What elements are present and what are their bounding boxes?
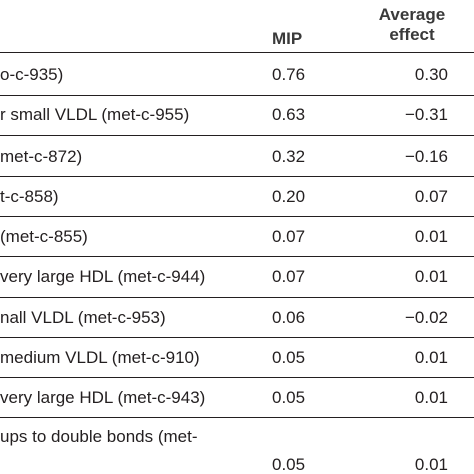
- table-row: very large HDL (met-c-943) 0.05 0.01: [0, 378, 474, 418]
- row-label: medium VLDL (met-c-910): [0, 348, 200, 367]
- header-average-line2: effect: [389, 25, 435, 44]
- table-row: very large HDL (met-c-944) 0.07 0.01: [0, 257, 474, 297]
- row-average-effect: 0.01: [414, 227, 448, 246]
- row-label: very large HDL (met-c-944): [0, 267, 206, 286]
- table-row: met-c-872) 0.32 −0.16: [0, 136, 474, 176]
- header-average-effect: Average effect: [368, 5, 456, 45]
- row-mip: 0.05: [272, 388, 306, 407]
- row-mip: 0.20: [272, 187, 306, 206]
- table-row: o-c-935) 0.76 0.30: [0, 56, 474, 96]
- table-row: ups to double bonds (met- 0.05 0.01: [0, 418, 474, 474]
- row-average-effect: −0.02: [404, 308, 448, 327]
- row-divider: [0, 135, 474, 136]
- header-rule: [0, 52, 474, 53]
- row-average-effect: −0.31: [404, 105, 448, 124]
- row-mip: 0.07: [272, 227, 306, 246]
- row-mip: 0.05: [272, 455, 306, 474]
- row-mip: 0.32: [272, 147, 306, 166]
- row-divider: [0, 377, 474, 378]
- row-mip: 0.63: [272, 105, 306, 124]
- row-average-effect: 0.30: [414, 65, 448, 84]
- header-mip: MIP: [272, 29, 303, 48]
- row-divider: [0, 216, 474, 217]
- row-average-effect: 0.01: [414, 267, 448, 286]
- row-mip: 0.06: [272, 308, 306, 327]
- row-label: met-c-872): [0, 147, 83, 166]
- row-mip: 0.76: [272, 65, 306, 84]
- row-mip: 0.07: [272, 267, 306, 286]
- row-label: r small VLDL (met-c-955): [0, 105, 190, 124]
- row-divider: [0, 297, 474, 298]
- row-label: very large HDL (met-c-943): [0, 388, 206, 407]
- table-row: r small VLDL (met-c-955) 0.63 −0.31: [0, 96, 474, 136]
- header-average-line1: Average: [378, 5, 446, 24]
- row-divider: [0, 417, 474, 418]
- row-label: ups to double bonds (met-: [0, 427, 198, 446]
- row-average-effect: −0.16: [404, 147, 448, 166]
- row-average-effect: 0.07: [414, 187, 448, 206]
- row-divider: [0, 337, 474, 338]
- row-divider: [0, 176, 474, 177]
- row-mip: 0.05: [272, 348, 306, 367]
- table-row: t-c-858) 0.20 0.07: [0, 177, 474, 217]
- row-label: (met-c-855): [0, 227, 88, 246]
- row-label: o-c-935): [0, 65, 64, 84]
- table-row: medium VLDL (met-c-910) 0.05 0.01: [0, 338, 474, 378]
- row-average-effect: 0.01: [414, 455, 448, 474]
- row-average-effect: 0.01: [414, 388, 448, 407]
- row-label: nall VLDL (met-c-953): [0, 308, 166, 327]
- row-label: t-c-858): [0, 187, 59, 206]
- row-divider: [0, 256, 474, 257]
- table-row: (met-c-855) 0.07 0.01: [0, 217, 474, 257]
- table-row: nall VLDL (met-c-953) 0.06 −0.02: [0, 298, 474, 338]
- row-average-effect: 0.01: [414, 348, 448, 367]
- row-divider: [0, 95, 474, 96]
